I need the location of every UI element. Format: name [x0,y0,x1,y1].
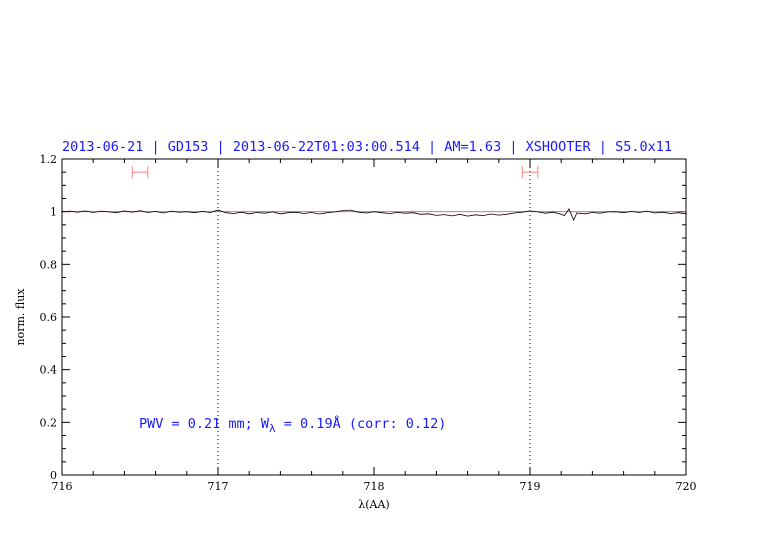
y-tick-label: 0.2 [40,416,58,429]
spectrum-line [61,208,687,222]
annotation-subscript: λ [269,422,276,435]
x-axis-label: λ(AA) [358,498,389,511]
annotation-suffix: = 0.19Å (corr: 0.12) [276,415,447,432]
x-tick-label: 718 [364,480,385,493]
x-tick-label: 716 [52,480,73,493]
y-tick-label: 0.4 [40,364,58,377]
y-tick-label: 1 [50,206,57,219]
x-tick-label: 717 [208,480,229,493]
y-tick-label: 0.6 [40,311,58,324]
y-tick-label: 0.8 [40,258,58,271]
annotation-prefix: PWV = 0.21 mm; W [139,416,270,432]
y-tick-label: 1.2 [40,153,58,166]
plot-frame [61,158,687,476]
x-tick-label: 719 [520,480,541,493]
chart-title: 2013-06-21 | GD153 | 2013-06-22T01:03:00… [62,139,672,155]
pwv-annotation: PWV = 0.21 mm; Wλ = 0.19Å (corr: 0.12) [139,415,446,435]
x-tick-label: 720 [676,480,697,493]
y-tick-label: 0 [50,469,57,482]
y-axis-label: norm. flux [14,288,27,346]
